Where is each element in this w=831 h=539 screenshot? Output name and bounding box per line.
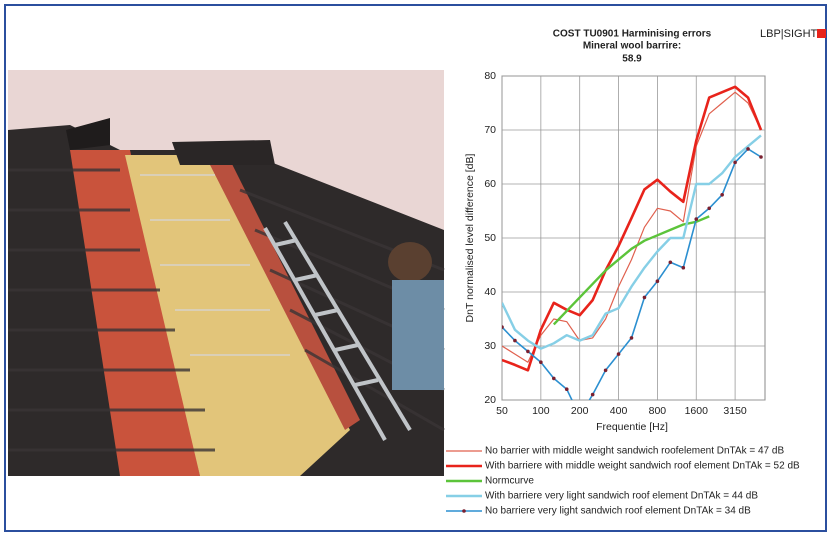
- y-tick-label: 40: [484, 286, 496, 298]
- y-tick-label: 70: [484, 124, 496, 136]
- point: [746, 147, 750, 151]
- series-line: [502, 91, 762, 363]
- point: [629, 336, 634, 340]
- x-axis-label: Frequentie [Hz]: [596, 421, 668, 433]
- series-line: [502, 134, 762, 350]
- x-tick-label: 400: [610, 405, 628, 417]
- point: [655, 279, 660, 284]
- point: [539, 360, 543, 365]
- point: [552, 376, 556, 381]
- x-tick-label: 1600: [685, 405, 709, 417]
- y-tick-label: 20: [484, 394, 496, 406]
- y-tick-label: 60: [484, 178, 496, 190]
- point: [564, 387, 569, 392]
- point: [513, 338, 517, 343]
- legend-label: With barriere very light sandwich roof e…: [485, 491, 758, 502]
- point: [603, 368, 608, 373]
- annotation: 58.9: [622, 54, 642, 65]
- brand: LBP|SIGHT: [760, 28, 818, 40]
- chart-subtitle: Mineral wool barrire:: [583, 41, 681, 52]
- y-axis-label: DnT normalised level difference [dB]: [464, 153, 476, 322]
- legend-label: No barriere very light sandwich roof ele…: [485, 506, 751, 517]
- x-tick-label: 100: [532, 405, 550, 417]
- legend-label: Normcurve: [485, 476, 534, 487]
- point: [707, 206, 711, 211]
- point: [526, 349, 530, 354]
- point: [502, 325, 504, 329]
- y-tick-label: 50: [484, 232, 496, 244]
- x-tick-label: 200: [571, 405, 589, 417]
- point: [694, 217, 699, 221]
- x-tick-label: 800: [649, 405, 667, 417]
- x-tick-label: 50: [496, 405, 508, 417]
- point: [642, 295, 647, 300]
- y-tick-label: 80: [484, 70, 496, 82]
- photo: [8, 70, 445, 476]
- chart-title: COST TU0901 Harminising errors: [553, 29, 712, 40]
- x-tick-label: 3150: [723, 405, 747, 417]
- point: [759, 155, 763, 159]
- legend-marker: [462, 509, 466, 513]
- grid: 20 30 40 50 60 70 80 50 100 200 400 800 1600 3150: [484, 70, 766, 417]
- point: [590, 392, 595, 397]
- legend: No barrier with middle weight sandwich r…: [446, 446, 800, 517]
- series-line: [502, 85, 763, 372]
- legend-label: With barriere with middle weight sandwic…: [485, 461, 800, 472]
- plot-lines: [502, 85, 763, 400]
- y-tick-label: 30: [484, 340, 496, 352]
- legend-label: No barrier with middle weight sandwich r…: [485, 446, 784, 457]
- series-line: [552, 215, 710, 326]
- brand-icon: [817, 29, 826, 38]
- point: [720, 193, 724, 197]
- point: [733, 160, 737, 165]
- point: [681, 265, 686, 270]
- point: [668, 260, 673, 265]
- point: [616, 352, 621, 356]
